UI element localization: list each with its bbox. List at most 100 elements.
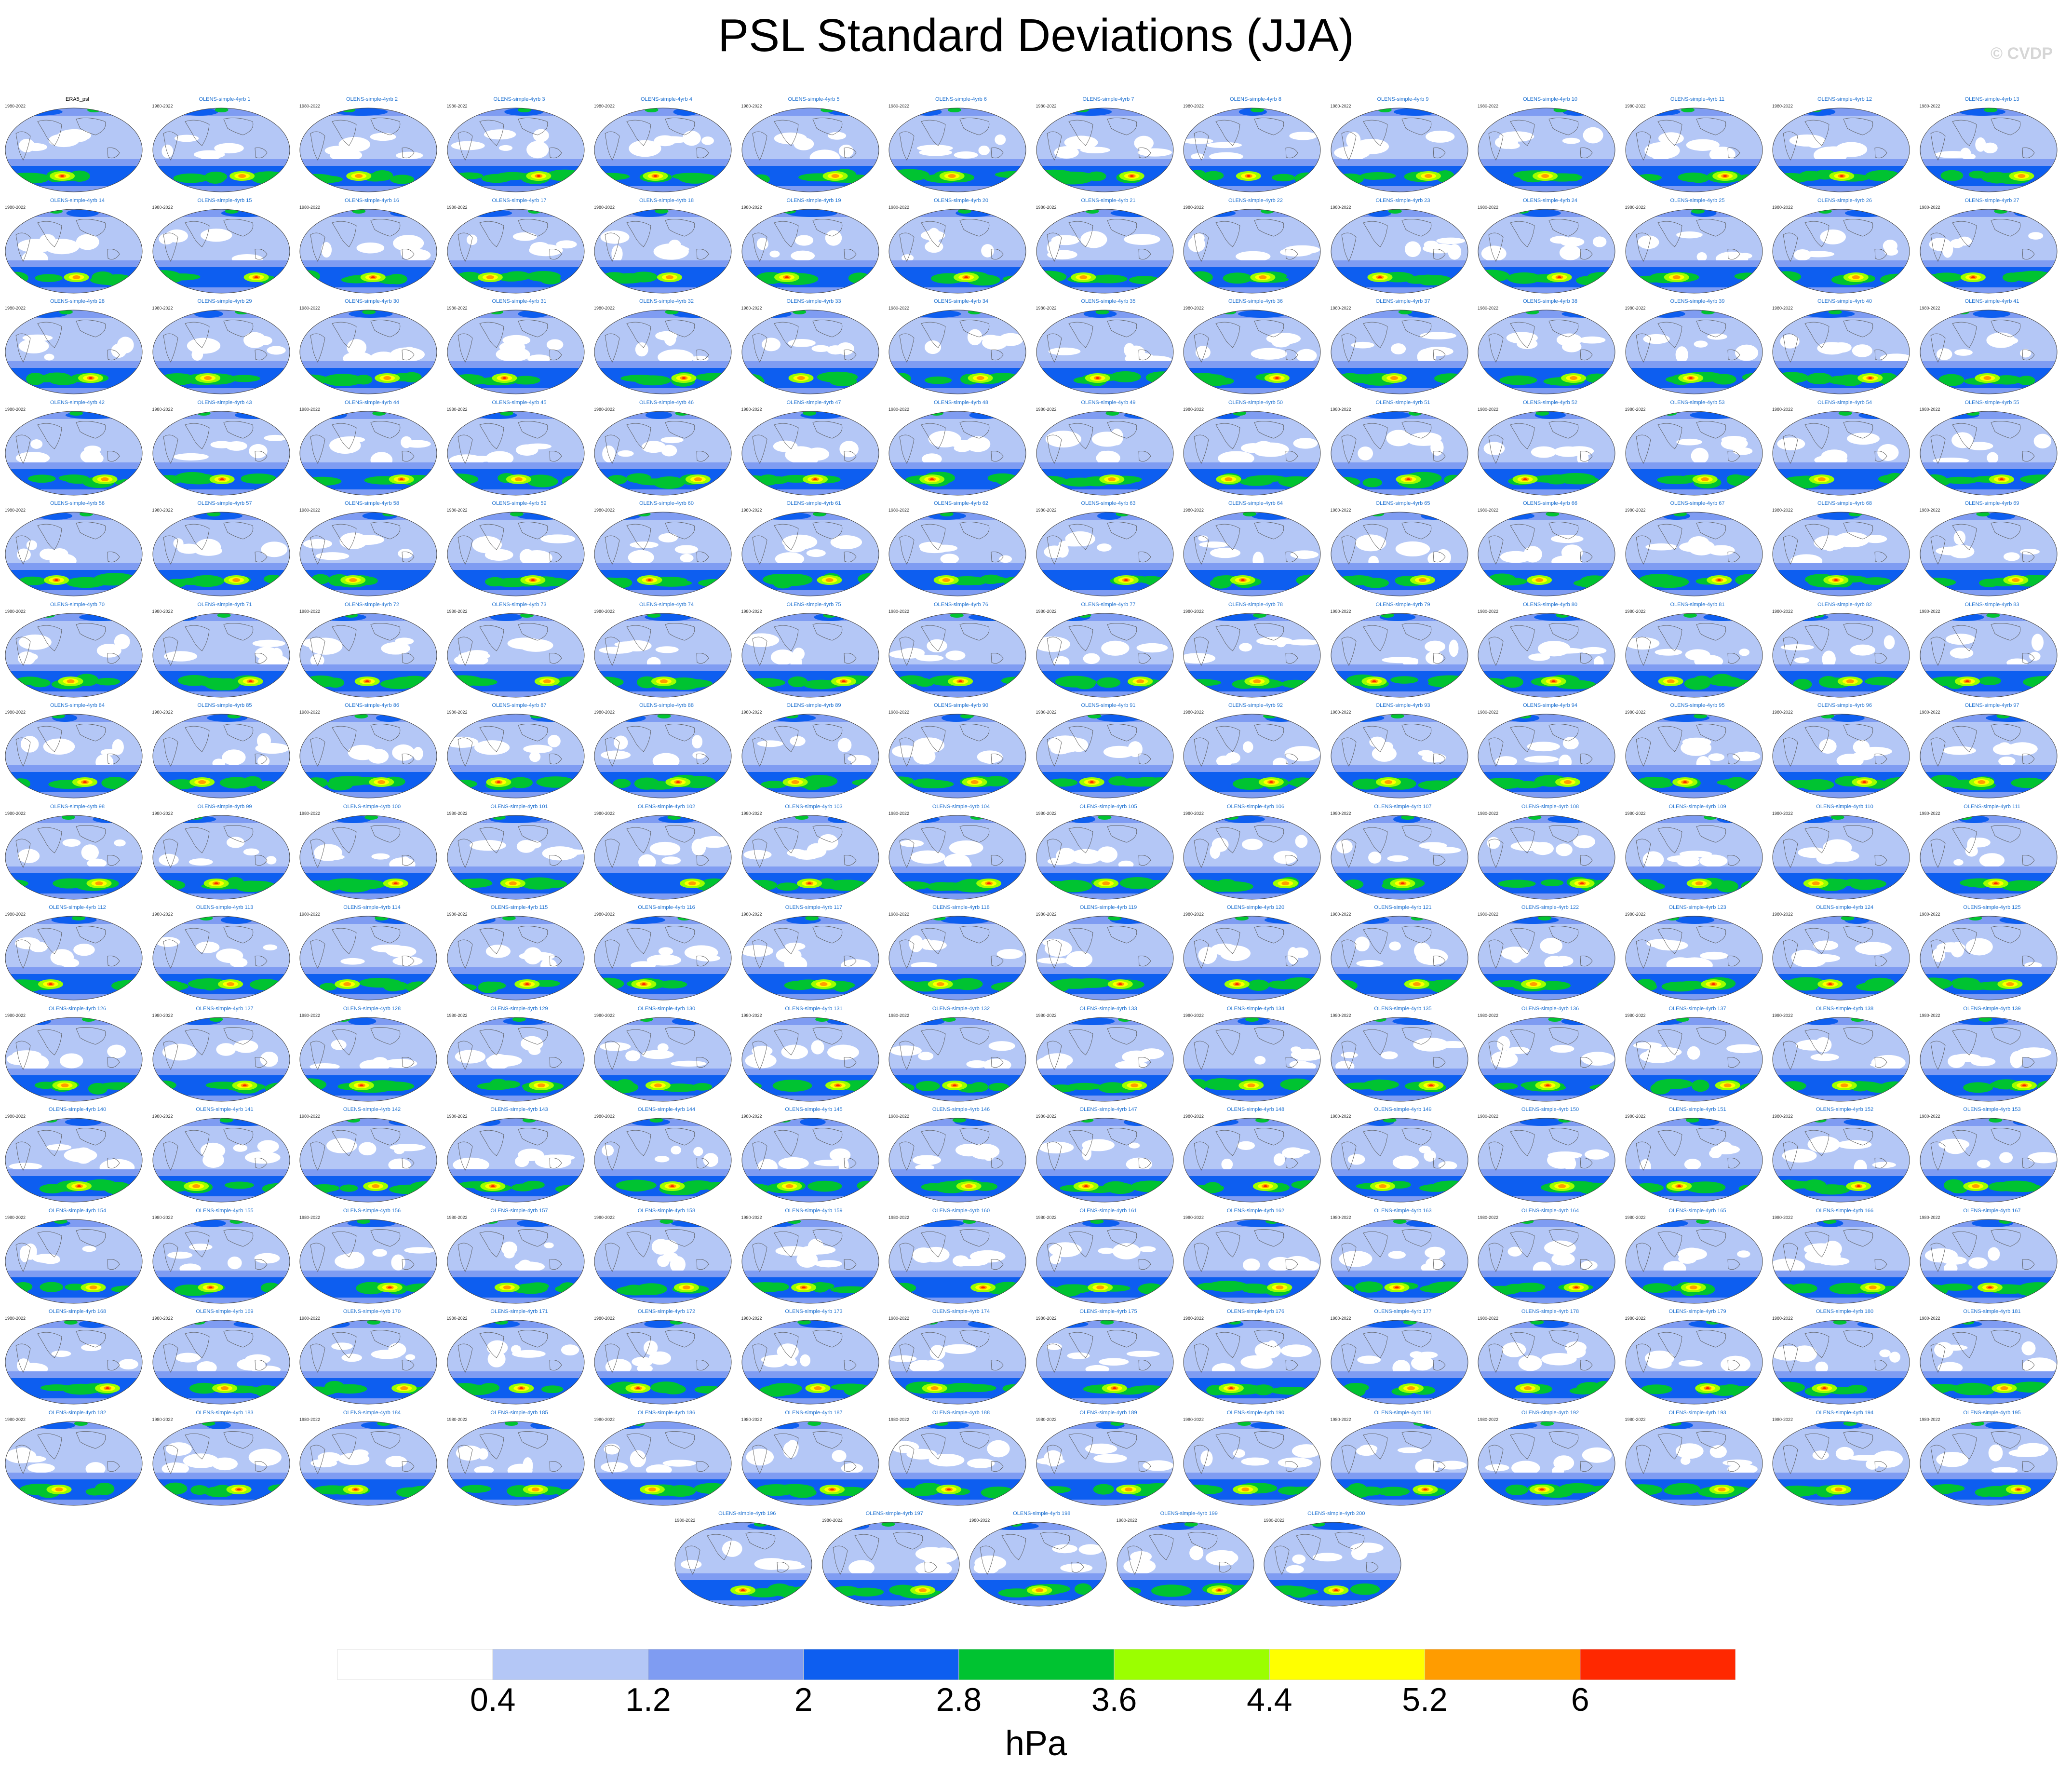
map-panel-member: OLENS-simple-4yrb 55 1980-2022 — [1919, 400, 2066, 499]
panel-period: 1980-2022 — [1036, 204, 1057, 210]
panel-period: 1980-2022 — [5, 204, 26, 210]
panel-period: 1980-2022 — [594, 1417, 615, 1422]
panel-period: 1980-2022 — [1183, 508, 1204, 513]
map-panel-member: OLENS-simple-4yrb 181 1980-2022 — [1919, 1309, 2066, 1408]
panel-title: OLENS-simple-4yrb 94 — [1522, 703, 1578, 708]
panel-title: OLENS-simple-4yrb 145 — [785, 1107, 843, 1112]
map-panel-member: OLENS-simple-4yrb 185 1980-2022 — [446, 1410, 593, 1509]
panel-title: OLENS-simple-4yrb 59 — [492, 501, 547, 506]
panel-period: 1980-2022 — [1036, 406, 1057, 412]
map-panel-member: OLENS-simple-4yrb 33 1980-2022 — [740, 298, 888, 397]
map-panel-member: OLENS-simple-4yrb 190 1980-2022 — [1182, 1410, 1329, 1509]
panel-title: OLENS-simple-4yrb 148 — [1226, 1107, 1285, 1112]
panel-period: 1980-2022 — [446, 508, 468, 513]
panel-period: 1980-2022 — [1478, 306, 1499, 311]
panel-period: 1980-2022 — [1036, 508, 1057, 513]
panel-period: 1980-2022 — [1183, 1417, 1204, 1422]
panel-period: 1980-2022 — [1625, 306, 1646, 311]
panel-title: OLENS-simple-4yrb 35 — [1081, 298, 1136, 304]
panel-title: OLENS-simple-4yrb 49 — [1081, 399, 1136, 406]
panel-title: OLENS-simple-4yrb 183 — [196, 1409, 254, 1416]
map-panel-member: OLENS-simple-4yrb 169 1980-2022 — [151, 1309, 298, 1408]
map-panel-member: OLENS-simple-4yrb 199 1980-2022 — [1116, 1511, 1263, 1610]
panel-period: 1980-2022 — [1919, 508, 1940, 513]
panel-period: 1980-2022 — [1772, 609, 1793, 614]
panel-period: 1980-2022 — [5, 811, 26, 816]
panel-period: 1980-2022 — [741, 710, 762, 715]
panel-period: 1980-2022 — [1036, 1316, 1057, 1321]
panel-period: 1980-2022 — [741, 204, 762, 210]
map-panel-member: OLENS-simple-4yrb 3 1980-2022 — [446, 96, 593, 195]
map-panel-member: OLENS-simple-4yrb 170 1980-2022 — [298, 1309, 445, 1408]
cvdp-watermark: © CVDP — [1991, 44, 2053, 63]
figure-title: PSL Standard Deviations (JJA) — [718, 10, 1354, 61]
map-panel-member: OLENS-simple-4yrb 1 1980-2022 — [151, 96, 298, 195]
map-panel-member: OLENS-simple-4yrb 10 1980-2022 — [1477, 96, 1624, 195]
panel-title: OLENS-simple-4yrb 191 — [1374, 1409, 1432, 1416]
panel-title: OLENS-simple-4yrb 58 — [344, 501, 400, 506]
panel-period: 1980-2022 — [1330, 811, 1351, 816]
map-panel-member: OLENS-simple-4yrb 34 1980-2022 — [888, 298, 1035, 397]
panel-period: 1980-2022 — [1919, 306, 1940, 311]
panel-period: 1980-2022 — [594, 710, 615, 715]
panel-title: OLENS-simple-4yrb 55 — [1964, 399, 2019, 406]
panel-title: OLENS-simple-4yrb 83 — [1964, 601, 2019, 608]
panel-title: OLENS-simple-4yrb 121 — [1374, 905, 1432, 910]
panel-title: OLENS-simple-4yrb 89 — [786, 703, 841, 708]
panel-title: OLENS-simple-4yrb 26 — [1817, 197, 1872, 203]
map-panel-member: OLENS-simple-4yrb 153 1980-2022 — [1919, 1107, 2066, 1205]
panel-title: OLENS-simple-4yrb 126 — [48, 1005, 107, 1012]
panel-period: 1980-2022 — [152, 306, 173, 311]
panel-title: OLENS-simple-4yrb 140 — [48, 1107, 107, 1112]
panel-period: 1980-2022 — [1625, 710, 1646, 715]
panel-period: 1980-2022 — [1183, 912, 1204, 917]
panel-title: OLENS-simple-4yrb 141 — [196, 1107, 254, 1112]
panel-title: OLENS-simple-4yrb 46 — [639, 399, 694, 406]
panel-title: OLENS-simple-4yrb 165 — [1668, 1207, 1726, 1214]
map-panel-member: OLENS-simple-4yrb 77 1980-2022 — [1035, 602, 1182, 701]
map-panel-member: OLENS-simple-4yrb 8 1980-2022 — [1182, 96, 1329, 195]
panel-title: OLENS-simple-4yrb 111 — [1964, 803, 2020, 810]
panel-period: 1980-2022 — [5, 1013, 26, 1018]
panel-title: OLENS-simple-4yrb 42 — [50, 399, 105, 406]
map-panel-member: OLENS-simple-4yrb 200 1980-2022 — [1263, 1511, 1410, 1610]
panel-title: OLENS-simple-4yrb 147 — [1079, 1107, 1137, 1112]
panel-title: OLENS-simple-4yrb 4 — [641, 96, 692, 102]
panel-period: 1980-2022 — [888, 811, 910, 816]
panel-period: 1980-2022 — [1919, 104, 1940, 108]
map-panel-member: OLENS-simple-4yrb 132 1980-2022 — [888, 1006, 1035, 1105]
colorbar-swatch — [1114, 1649, 1270, 1680]
panel-period: 1980-2022 — [1183, 1316, 1204, 1321]
map-panel-member: OLENS-simple-4yrb 23 1980-2022 — [1330, 198, 1477, 297]
map-panel-member: OLENS-simple-4yrb 7 1980-2022 — [1035, 96, 1182, 195]
map-panel-member: OLENS-simple-4yrb 166 1980-2022 — [1771, 1208, 1918, 1307]
colorbar-swatch — [337, 1649, 493, 1680]
map-panel-member: OLENS-simple-4yrb 83 1980-2022 — [1919, 602, 2066, 701]
panel-title: OLENS-simple-4yrb 134 — [1226, 1005, 1285, 1012]
panel-title: OLENS-simple-4yrb 32 — [639, 298, 694, 304]
map-panel-member: OLENS-simple-4yrb 69 1980-2022 — [1919, 501, 2066, 599]
colorbar-swatch — [803, 1649, 959, 1680]
panel-title: OLENS-simple-4yrb 78 — [1228, 601, 1283, 608]
colorbar-tick-label: 0.4 — [470, 1681, 516, 1718]
panel-title: OLENS-simple-4yrb 170 — [343, 1309, 401, 1314]
panel-period: 1980-2022 — [152, 204, 173, 210]
panel-period: 1980-2022 — [299, 406, 321, 412]
panel-period: 1980-2022 — [446, 609, 468, 614]
panel-period: 1980-2022 — [1772, 1316, 1793, 1321]
map-panel-member: OLENS-simple-4yrb 152 1980-2022 — [1771, 1107, 1918, 1205]
panel-period: 1980-2022 — [446, 1417, 468, 1422]
panel-period: 1980-2022 — [741, 912, 762, 917]
panel-title: OLENS-simple-4yrb 100 — [343, 803, 401, 810]
panel-title: OLENS-simple-4yrb 133 — [1079, 1005, 1137, 1012]
panel-title: OLENS-simple-4yrb 196 — [718, 1511, 776, 1516]
map-panel-member: OLENS-simple-4yrb 82 1980-2022 — [1771, 602, 1918, 701]
panel-title: OLENS-simple-4yrb 152 — [1816, 1107, 1874, 1112]
map-panel-member: OLENS-simple-4yrb 130 1980-2022 — [593, 1006, 740, 1105]
panel-period: 1980-2022 — [5, 1417, 26, 1422]
panel-period: 1980-2022 — [741, 1316, 762, 1321]
panel-title: OLENS-simple-4yrb 166 — [1816, 1207, 1874, 1214]
panel-title: OLENS-simple-4yrb 107 — [1374, 803, 1432, 810]
map-panel-member: OLENS-simple-4yrb 125 1980-2022 — [1919, 905, 2066, 1003]
panel-title: OLENS-simple-4yrb 47 — [786, 399, 841, 406]
